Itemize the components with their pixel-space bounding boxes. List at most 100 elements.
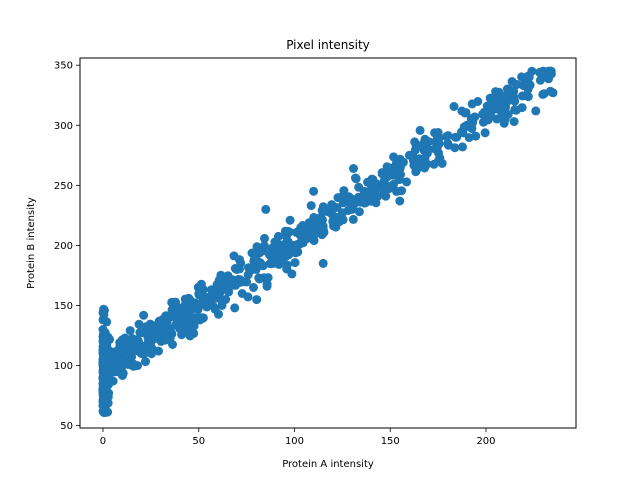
data-point <box>280 226 290 236</box>
data-point <box>415 125 425 135</box>
data-point <box>232 276 242 286</box>
data-point <box>389 179 398 189</box>
data-point <box>98 308 108 318</box>
data-point <box>372 192 382 202</box>
data-point <box>98 315 108 325</box>
data-point <box>290 258 300 268</box>
data-point <box>243 292 253 302</box>
x-tick-label: 50 <box>192 436 205 447</box>
data-point <box>415 141 425 151</box>
data-point <box>347 204 357 214</box>
data-point <box>262 281 272 291</box>
data-point <box>98 373 108 382</box>
data-point <box>134 319 144 329</box>
data-point <box>213 289 223 298</box>
data-point <box>548 88 558 98</box>
data-point <box>296 223 306 233</box>
data-point <box>129 359 138 369</box>
data-point <box>251 264 261 274</box>
data-point <box>450 143 460 153</box>
data-point <box>98 397 108 407</box>
data-point <box>139 310 149 320</box>
data-point <box>136 349 146 358</box>
data-point <box>224 273 234 283</box>
data-point <box>501 91 511 101</box>
data-point <box>496 106 506 116</box>
data-point <box>133 336 143 346</box>
data-point <box>430 144 440 154</box>
data-point <box>144 338 153 348</box>
data-point <box>354 207 364 217</box>
data-point <box>523 84 533 94</box>
data-point <box>535 67 545 77</box>
data-point <box>546 69 556 79</box>
data-point <box>377 168 387 178</box>
data-point <box>365 178 375 188</box>
y-tick-label: 300 <box>54 121 73 132</box>
x-axis-label: Protein A intensity <box>282 459 374 470</box>
data-point <box>311 221 321 231</box>
data-point <box>287 269 297 279</box>
data-point <box>98 385 108 395</box>
x-tick-label: 100 <box>285 436 304 447</box>
data-point <box>392 186 401 196</box>
plot-frame <box>79 57 577 429</box>
data-point <box>270 252 280 262</box>
y-tick-label: 150 <box>54 301 73 312</box>
y-tick-label: 100 <box>54 361 73 372</box>
data-point <box>422 159 432 169</box>
chart-title: Pixel intensity <box>286 38 370 52</box>
data-point <box>98 337 108 346</box>
data-point <box>500 114 510 124</box>
data-point <box>480 128 490 138</box>
data-point <box>185 331 195 341</box>
data-point <box>175 313 185 322</box>
data-point <box>315 213 325 223</box>
data-point <box>274 259 284 269</box>
data-point <box>351 174 361 184</box>
data-point <box>184 293 194 303</box>
y-tick-label: 200 <box>54 241 73 252</box>
data-point <box>117 361 127 370</box>
data-point <box>467 99 477 109</box>
data-point <box>318 202 328 212</box>
data-point <box>285 215 295 225</box>
data-point <box>318 221 328 231</box>
data-point <box>309 186 319 196</box>
data-point <box>458 142 467 152</box>
y-tick-label: 350 <box>54 61 73 72</box>
data-point <box>385 168 395 178</box>
data-point <box>98 406 108 416</box>
data-point <box>198 286 208 296</box>
x-tick-label: 0 <box>100 436 106 447</box>
data-point <box>462 120 472 130</box>
data-point <box>118 371 127 380</box>
data-point <box>366 196 376 206</box>
data-point <box>424 144 433 154</box>
data-point <box>306 201 316 211</box>
y-tick-label: 50 <box>60 421 73 432</box>
data-point <box>531 106 541 116</box>
data-point <box>221 295 231 304</box>
data-point <box>189 321 199 331</box>
data-point <box>395 196 405 206</box>
data-point <box>389 152 399 162</box>
data-point <box>154 316 164 326</box>
data-point <box>461 108 471 118</box>
data-point <box>523 71 533 81</box>
y-axis-ticks: 50 100 150 200 250 300 350 <box>54 61 80 432</box>
data-point <box>230 303 240 313</box>
data-point <box>260 233 269 243</box>
data-point <box>155 325 165 334</box>
y-tick-label: 250 <box>54 181 73 192</box>
data-point <box>491 96 501 106</box>
points-layer <box>98 66 558 417</box>
data-point <box>270 237 280 247</box>
data-point <box>379 189 389 199</box>
data-point <box>249 283 258 292</box>
data-point <box>98 361 108 370</box>
data-point <box>309 236 319 246</box>
data-point <box>449 102 459 111</box>
data-point <box>278 253 288 263</box>
